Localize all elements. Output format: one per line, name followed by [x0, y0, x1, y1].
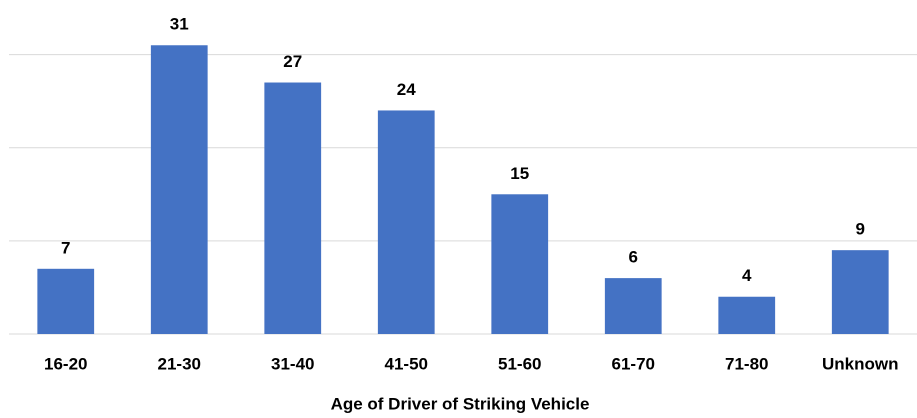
x-tick-label: 61-70	[612, 354, 655, 373]
x-axis-title: Age of Driver of Striking Vehicle	[331, 394, 590, 413]
x-tick-label: 51-60	[498, 354, 541, 373]
x-tick-label: 21-30	[158, 354, 201, 373]
bar	[491, 194, 549, 334]
bar	[150, 45, 208, 334]
bar	[377, 110, 435, 334]
data-label: 6	[629, 248, 638, 267]
data-label: 4	[742, 266, 752, 285]
x-tick-label: 71-80	[725, 354, 768, 373]
data-label: 31	[170, 15, 189, 34]
bar	[264, 82, 322, 334]
bar	[718, 296, 776, 334]
data-label: 24	[397, 80, 416, 99]
x-tick-label: Unknown	[822, 354, 899, 373]
bar	[604, 278, 662, 334]
x-tick-label: 16-20	[44, 354, 87, 373]
bar	[831, 250, 889, 334]
data-label: 15	[510, 164, 529, 183]
bar	[37, 268, 95, 334]
x-tick-label: 41-50	[385, 354, 428, 373]
data-label: 9	[856, 220, 865, 239]
x-tick-label: 31-40	[271, 354, 314, 373]
data-label: 7	[61, 238, 70, 257]
data-label: 27	[283, 52, 302, 71]
